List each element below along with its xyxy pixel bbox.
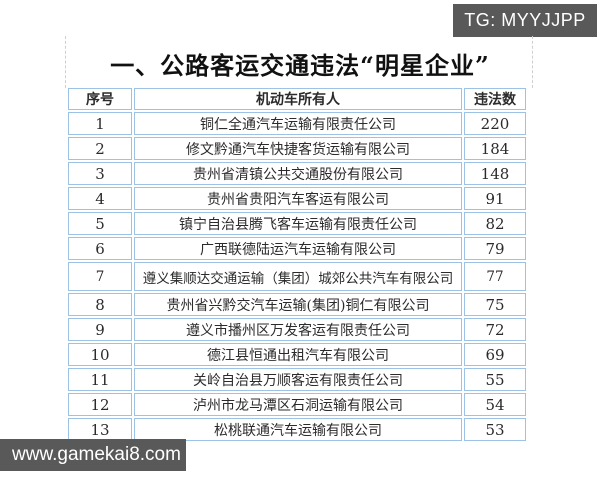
cell-vehicle-owner: 广西联德陆运汽车运输有限公司 [134, 237, 462, 260]
cell-vehicle-owner: 德江县恒通出租汽车有限公司 [134, 343, 462, 366]
cell-serial-number: 11 [68, 368, 132, 391]
table-row: 4 贵州省贵阳汽车客运有限公司 91 [68, 187, 526, 210]
table-row: 10 德江县恒通出租汽车有限公司 69 [68, 343, 526, 366]
cell-violation-count: 75 [464, 293, 526, 316]
violation-table: 序号 机动车所有人 违法数 1 铜仁全通汽车运输有限责任公司 220 2 修文黔… [66, 86, 528, 443]
cell-serial-number: 5 [68, 212, 132, 235]
table-row: 2 修文黔通汽车快捷客货运输有限公司 184 [68, 137, 526, 160]
table-row: 11 关岭自治县万顺客运有限责任公司 55 [68, 368, 526, 391]
table-row: 9 遵义市播州区万发客运有限责任公司 72 [68, 318, 526, 341]
cell-serial-number: 8 [68, 293, 132, 316]
cell-violation-count: 72 [464, 318, 526, 341]
header-serial-number: 序号 [68, 88, 132, 110]
cell-serial-number: 7 [68, 262, 132, 291]
page-title: 一、公路客运交通违法“明星企业” [110, 51, 490, 80]
cell-violation-count: 220 [464, 112, 526, 135]
table-header-row: 序号 机动车所有人 违法数 [68, 88, 526, 110]
table-row: 12 泸州市龙马潭区石洞运输有限公司 54 [68, 393, 526, 416]
cell-vehicle-owner: 贵州省清镇公共交通股份有限公司 [134, 162, 462, 185]
cell-violation-count: 91 [464, 187, 526, 210]
cell-serial-number: 6 [68, 237, 132, 260]
cell-violation-count: 54 [464, 393, 526, 416]
cell-vehicle-owner: 松桃联通汽车运输有限公司 [134, 418, 462, 441]
cell-violation-count: 148 [464, 162, 526, 185]
cell-serial-number: 10 [68, 343, 132, 366]
cell-serial-number: 9 [68, 318, 132, 341]
header-vehicle-owner: 机动车所有人 [134, 88, 462, 110]
dashed-selection-mark-left [65, 36, 66, 88]
cell-violation-count: 77 [464, 262, 526, 291]
cell-serial-number: 2 [68, 137, 132, 160]
cell-violation-count: 69 [464, 343, 526, 366]
cell-vehicle-owner: 修文黔通汽车快捷客货运输有限公司 [134, 137, 462, 160]
cell-vehicle-owner: 关岭自治县万顺客运有限责任公司 [134, 368, 462, 391]
table-body: 1 铜仁全通汽车运输有限责任公司 220 2 修文黔通汽车快捷客货运输有限公司 … [68, 112, 526, 441]
cell-vehicle-owner: 泸州市龙马潭区石洞运输有限公司 [134, 393, 462, 416]
cell-vehicle-owner: 贵州省兴黔交汽车运输(集团)铜仁有限公司 [134, 293, 462, 316]
cell-vehicle-owner: 镇宁自治县腾飞客车运输有限责任公司 [134, 212, 462, 235]
cell-violation-count: 82 [464, 212, 526, 235]
watermark-site-url: www.gamekai8.com [0, 439, 186, 471]
cell-violation-count: 184 [464, 137, 526, 160]
cell-vehicle-owner: 遵义集顺达交通运输（集团）城郊公共汽车有限公司 [134, 262, 462, 291]
cell-violation-count: 53 [464, 418, 526, 441]
cell-serial-number: 3 [68, 162, 132, 185]
cell-serial-number: 12 [68, 393, 132, 416]
cell-violation-count: 55 [464, 368, 526, 391]
table-row: 5 镇宁自治县腾飞客车运输有限责任公司 82 [68, 212, 526, 235]
cell-vehicle-owner: 遵义市播州区万发客运有限责任公司 [134, 318, 462, 341]
cell-serial-number: 13 [68, 418, 132, 441]
table-header: 序号 机动车所有人 违法数 [68, 88, 526, 110]
cell-serial-number: 1 [68, 112, 132, 135]
table-row: 1 铜仁全通汽车运输有限责任公司 220 [68, 112, 526, 135]
cell-vehicle-owner: 贵州省贵阳汽车客运有限公司 [134, 187, 462, 210]
table-row: 8 贵州省兴黔交汽车运输(集团)铜仁有限公司 75 [68, 293, 526, 316]
dashed-selection-mark-right [532, 36, 533, 88]
header-violation-count: 违法数 [464, 88, 526, 110]
table-row: 13 松桃联通汽车运输有限公司 53 [68, 418, 526, 441]
table-row: 6 广西联德陆运汽车运输有限公司 79 [68, 237, 526, 260]
cell-serial-number: 4 [68, 187, 132, 210]
violation-table-container: 序号 机动车所有人 违法数 1 铜仁全通汽车运输有限责任公司 220 2 修文黔… [66, 86, 528, 443]
cell-violation-count: 79 [464, 237, 526, 260]
table-row: 3 贵州省清镇公共交通股份有限公司 148 [68, 162, 526, 185]
table-row: 7 遵义集顺达交通运输（集团）城郊公共汽车有限公司 77 [68, 262, 526, 291]
cell-vehicle-owner: 铜仁全通汽车运输有限责任公司 [134, 112, 462, 135]
telegram-contact-badge: TG: MYYJJPP [453, 4, 597, 37]
